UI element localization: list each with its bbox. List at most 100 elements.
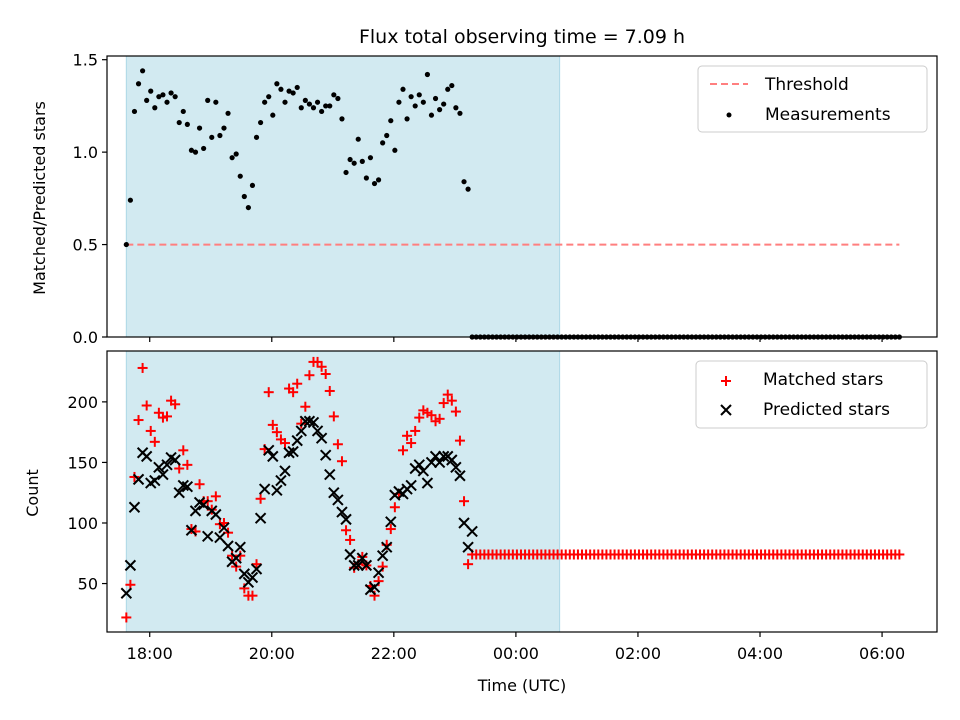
top-y-axis-label: Matched/Predicted stars: [30, 101, 49, 295]
measurement-point: [437, 107, 443, 113]
predicted-star-point: [437, 450, 450, 463]
x-tick-label: 22:00: [371, 644, 417, 663]
matched-star-point: [316, 361, 327, 372]
y-tick-label: 200: [67, 393, 98, 412]
measurement-point: [441, 101, 447, 107]
predicted-star-point: [132, 473, 145, 486]
measurement-point: [213, 99, 219, 105]
bottom-axes: [106, 350, 938, 633]
matched-star-point: [194, 479, 205, 490]
predicted-star-point: [352, 559, 364, 572]
matched-star-point: [296, 418, 307, 429]
matched-star-point: [450, 406, 461, 417]
predicted-star-point: [291, 434, 303, 447]
matched-star-point: [292, 378, 303, 389]
matched-star-point: [121, 612, 132, 623]
measurement-point: [400, 86, 406, 92]
measurement-point: [192, 149, 199, 155]
x-axis-label: Time (UTC): [477, 676, 566, 695]
matched-star-point: [438, 398, 449, 409]
measurement-point: [209, 134, 215, 140]
predicted-star-point: [295, 425, 307, 437]
measurement-point: [310, 105, 317, 111]
measurement-point: [375, 177, 382, 183]
matched-star-point: [894, 549, 905, 560]
window-rect-top: [125, 55, 561, 338]
predicted-star-point: [372, 566, 385, 579]
matched-star-point: [389, 502, 400, 513]
predicted-star-point: [246, 571, 259, 584]
measurement-point: [302, 97, 308, 103]
matched-star-point: [145, 425, 156, 436]
matched-star-point: [341, 525, 352, 536]
predicted-star-point: [454, 470, 466, 482]
measurement-point: [164, 99, 170, 105]
matched-star-point: [454, 435, 465, 446]
measurement-point: [168, 90, 174, 96]
bottom-plot-frame: [106, 350, 938, 633]
predicted-star-point: [161, 459, 173, 471]
legend-measurements-swatch: [726, 112, 732, 118]
measurement-point: [188, 147, 195, 153]
matched-star-point: [434, 413, 445, 424]
measurement-point: [449, 82, 455, 89]
measurement-point: [123, 241, 129, 248]
predicted-star-point: [450, 461, 462, 473]
measurement-point: [319, 108, 325, 115]
predicted-star-point: [140, 450, 153, 463]
bottom-legend-box: [695, 360, 928, 429]
matched-star-point: [385, 524, 396, 535]
predicted-star-point: [385, 516, 397, 528]
matched-star-point: [345, 534, 356, 545]
predicted-star-point: [267, 450, 279, 463]
measurement-point: [424, 71, 431, 78]
predicted-star-point: [258, 483, 271, 495]
legend-measurements-label: Measurements: [765, 105, 891, 125]
matched-star-point: [446, 395, 457, 406]
measurement-point: [294, 84, 300, 91]
bottom-legend: Matched stars Predicted stars: [695, 360, 928, 429]
measurement-point: [266, 94, 272, 100]
matched-star-point: [141, 400, 152, 411]
measurement-point: [371, 180, 378, 187]
predicted-star-point: [189, 505, 202, 517]
matched-star-point: [247, 590, 258, 601]
x-tick-label: 04:00: [737, 644, 783, 663]
observing-window-top: [125, 55, 561, 338]
predicted-stars-series: [120, 415, 478, 599]
matched-star-point: [328, 411, 339, 422]
measurement-point: [253, 134, 260, 140]
matched-star-point: [320, 369, 331, 380]
predicted-star-point: [466, 525, 478, 538]
y-tick-label: 100: [67, 514, 98, 533]
measurement-point: [127, 197, 133, 203]
measurement-point: [262, 99, 268, 105]
measurement-point: [233, 151, 239, 157]
matched-star-point: [300, 401, 311, 412]
predicted-star-point: [181, 480, 194, 493]
matched-star-point: [406, 438, 417, 449]
matched-star-point: [251, 559, 262, 570]
measurement-point: [176, 119, 182, 126]
predicted-star-point: [340, 513, 352, 526]
legend-threshold-label: Threshold: [764, 75, 849, 95]
matched-star-point: [463, 559, 474, 570]
measurement-point: [286, 88, 292, 94]
top-legend: Threshold Measurements: [697, 65, 928, 133]
measurement-point: [335, 95, 341, 102]
x-tick-label: 06:00: [859, 644, 905, 663]
matched-star-point: [182, 459, 193, 470]
y-tick-label: 50: [78, 575, 98, 594]
predicted-star-point: [263, 444, 275, 457]
measurement-point: [359, 158, 365, 164]
measurement-point: [274, 81, 280, 87]
predicted-star-point: [279, 465, 291, 477]
x-tick-label: 02:00: [615, 644, 661, 663]
predicted-star-point: [238, 568, 251, 580]
predicted-star-point: [319, 449, 332, 461]
measurement-point: [249, 182, 256, 189]
measurement-point: [298, 105, 304, 111]
y-tick-label: 0.5: [73, 236, 98, 255]
measurement-point: [245, 204, 251, 211]
